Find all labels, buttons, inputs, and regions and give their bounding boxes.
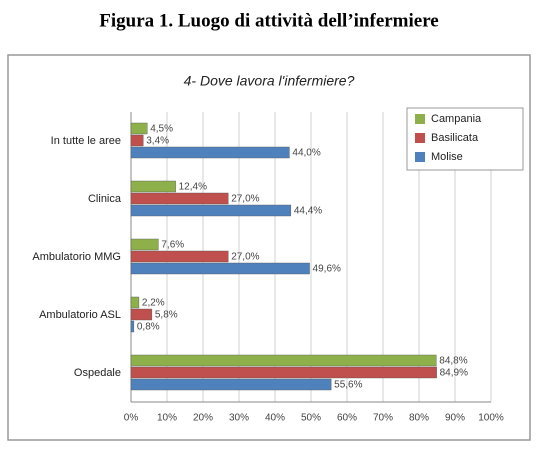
x-tick-label: 90% [445,413,465,424]
x-tick-label: 70% [373,413,393,424]
x-tick-label: 80% [409,413,429,424]
legend-swatch [415,114,425,124]
x-tick-label: 0% [124,413,139,424]
bar [130,204,292,217]
bar [130,180,176,193]
legend-swatch [415,133,425,143]
legend-box [406,107,524,171]
legend-label: Campania [431,113,482,125]
bar [130,320,135,333]
x-tick-label: 40% [265,413,285,424]
value-label: 49,6% [313,264,341,275]
value-label: 7,6% [161,240,184,251]
x-tick-label: 60% [337,413,357,424]
x-tick-label: 10% [157,413,177,424]
value-label: 12,4% [179,182,207,193]
value-label: 2,2% [142,298,165,309]
value-label: 84,8% [439,356,467,367]
value-label: 44,0% [292,148,320,159]
legend-label: Basilicata [431,132,479,144]
legend-label: Molise [431,151,463,163]
category-label: Clinica [88,193,122,205]
bar [130,366,437,379]
value-label: 3,4% [146,136,169,147]
value-label: 44,4% [294,206,322,217]
category-label: Ospedale [74,367,121,379]
x-tick-label: 50% [301,413,321,424]
bar [130,122,148,135]
x-tick-label: 20% [193,413,213,424]
value-label: 4,5% [150,124,173,135]
legend-swatch [415,152,425,162]
x-tick-label: 30% [229,413,249,424]
category-label: Ambulatorio ASL [39,309,121,321]
bar [130,354,437,367]
figure-caption: Figura 1. Luogo di attività dell’infermi… [99,10,439,31]
value-label: 84,9% [440,368,468,379]
bar [130,250,229,263]
value-label: 0,8% [137,322,160,333]
bar [130,296,140,309]
bar [130,192,229,205]
bar [130,238,159,251]
value-label: 55,6% [334,380,362,391]
category-label: In tutte le aree [51,135,121,147]
category-label: Ambulatorio MMG [32,251,121,263]
bar [130,308,153,321]
value-label: 5,8% [155,310,178,321]
bar [130,378,332,391]
bar [130,146,290,159]
bar [130,134,144,147]
value-label: 27,0% [231,252,259,263]
value-label: 27,0% [231,194,259,205]
bar [130,262,310,275]
x-tick-label: 100% [478,413,504,424]
chart-title: 4- Dove lavora l'infermiere? [184,73,355,89]
